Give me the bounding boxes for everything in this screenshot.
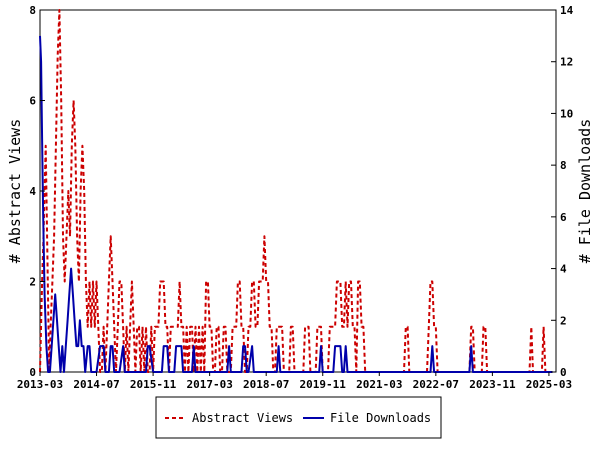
- legend: Abstract Views File Downloads: [155, 396, 442, 439]
- x-tick-label: 2019-11: [300, 378, 347, 391]
- x-tick-label: 2023-11: [469, 378, 516, 391]
- series-layer: [39, 9, 553, 373]
- y-tick-label-right: 2: [560, 314, 567, 327]
- plot-area-frame: [39, 9, 557, 373]
- legend-label-file-downloads: File Downloads: [330, 411, 431, 425]
- x-tick-label: 2021-03: [356, 378, 402, 391]
- x-tick-label: 2015-11: [130, 378, 177, 391]
- x-axis: 2013-03 2014-07 2015-11 2017-03 2018-07 2019-…: [17, 372, 572, 391]
- y-tick-label-right: 12: [560, 56, 573, 69]
- x-tick-label: 2018-07: [243, 378, 289, 391]
- x-tick-label: 2022-07: [413, 378, 459, 391]
- y-tick-label-right: 0: [560, 366, 567, 379]
- y-tick-label-right: 8: [560, 159, 567, 172]
- x-tick-label: 2025-03: [526, 378, 572, 391]
- y-axis-title-left: # Abstract Views: [6, 119, 24, 264]
- x-tick-label: 2013-03: [17, 378, 63, 391]
- series-line-file-downloads: [39, 35, 553, 373]
- y-axis-title-right: # File Downloads: [576, 119, 594, 264]
- right-axis: 0 2 4 6 8 10 12 14: [551, 4, 574, 379]
- y-tick-label-left: 4: [29, 185, 36, 198]
- y-tick-label-right: 10: [560, 107, 573, 120]
- y-tick-label-left: 8: [29, 4, 36, 17]
- y-tick-label-left: 2: [29, 276, 36, 289]
- x-tick-label: 2017-03: [186, 378, 232, 391]
- legend-label-abstract-views: Abstract Views: [192, 411, 293, 425]
- x-tick-label: 2014-07: [73, 378, 119, 391]
- y-tick-label-left: 6: [29, 95, 36, 108]
- y-tick-label-right: 6: [560, 211, 567, 224]
- left-axis: 0 2 4 6 8: [29, 4, 45, 379]
- y-tick-label-right: 4: [560, 263, 567, 276]
- y-tick-label-left: 0: [29, 366, 36, 379]
- legend-box: [155, 396, 442, 439]
- y-tick-label-right: 14: [560, 4, 574, 17]
